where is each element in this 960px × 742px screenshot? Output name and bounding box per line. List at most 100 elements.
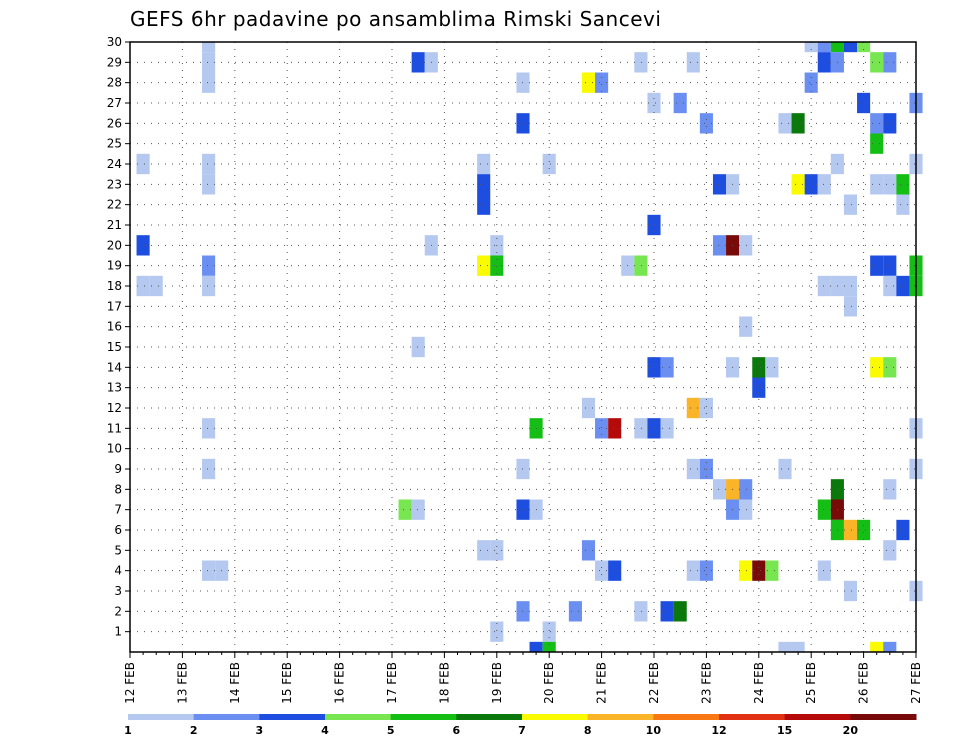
precip-cell <box>739 560 753 581</box>
y-tick-label: 3 <box>114 584 122 598</box>
precip-cell <box>568 601 582 622</box>
legend-swatch <box>456 714 523 720</box>
precip-cell <box>843 580 858 602</box>
precip-cell <box>673 601 687 622</box>
legend-swatch <box>522 714 589 720</box>
precip-cell <box>739 479 753 500</box>
precip-cell <box>712 479 727 500</box>
precip-cell <box>712 174 727 195</box>
precip-cell <box>870 113 884 134</box>
legend-label: 4 <box>321 724 329 737</box>
x-tick-label: 14 FEB <box>228 662 242 704</box>
precip-cell <box>595 560 609 581</box>
legend-swatch <box>390 714 457 720</box>
precip-cell <box>870 255 884 276</box>
precip-cell <box>660 418 674 439</box>
precip-cell <box>778 458 792 480</box>
precip-cell <box>411 52 425 73</box>
x-tick-label: 20 FEB <box>542 662 556 704</box>
precip-cell <box>883 479 897 500</box>
precip-cell <box>136 153 150 175</box>
precip-cell <box>699 397 713 419</box>
y-tick-label: 8 <box>114 482 122 496</box>
precip-cell <box>686 458 700 480</box>
precip-cell <box>202 458 216 480</box>
x-tick-label: 13 FEB <box>175 662 189 704</box>
y-tick-label: 28 <box>107 76 122 90</box>
legend-label: 15 <box>777 724 792 737</box>
y-tick-label: 11 <box>107 421 122 435</box>
precip-cell <box>883 641 897 652</box>
precip-cell <box>411 499 425 520</box>
y-tick-label: 29 <box>107 55 122 69</box>
precip-cell <box>411 336 425 358</box>
precip-cell <box>804 42 818 53</box>
precip-cell <box>883 52 897 73</box>
y-tick-label: 7 <box>114 503 122 517</box>
precip-cell <box>791 641 805 652</box>
precip-cell <box>883 275 897 297</box>
x-tick-label: 24 FEB <box>752 662 766 704</box>
y-tick-label: 9 <box>114 462 122 476</box>
precip-cell <box>202 174 216 195</box>
legend-label: 20 <box>843 724 859 737</box>
precip-cell <box>581 72 596 93</box>
precip-cell <box>896 519 910 541</box>
precip-cell <box>699 113 713 134</box>
y-tick-label: 19 <box>107 259 122 273</box>
legend-label: 8 <box>584 724 592 737</box>
y-tick-label: 20 <box>107 238 122 252</box>
precip-cell <box>778 113 792 134</box>
legend-swatch <box>587 714 654 720</box>
x-tick-label: 22 FEB <box>647 662 661 704</box>
precip-cell <box>817 42 831 53</box>
y-tick-label: 10 <box>107 442 122 456</box>
legend-swatch <box>259 714 326 720</box>
legend-swatch <box>193 714 260 720</box>
precip-cell <box>817 499 831 520</box>
precip-cell <box>804 174 818 195</box>
precip-cell <box>699 560 713 581</box>
precip-cell <box>765 560 779 581</box>
y-tick-label: 30 <box>107 35 122 49</box>
legend-label: 1 <box>124 724 132 737</box>
precip-cell <box>202 275 216 297</box>
y-tick-label: 12 <box>107 401 122 415</box>
y-axis: 1234567891011121314151617181920212223242… <box>107 35 130 639</box>
precip-cell <box>477 540 491 561</box>
y-tick-label: 5 <box>114 543 122 557</box>
x-tick-label: 17 FEB <box>385 662 399 704</box>
y-tick-label: 15 <box>107 340 122 354</box>
precip-cell <box>149 275 163 297</box>
precip-cell <box>870 641 884 652</box>
precip-cell <box>202 52 216 73</box>
precip-cell <box>660 601 674 622</box>
precip-cell <box>490 621 504 642</box>
precip-cell <box>581 540 596 561</box>
precip-cell <box>581 397 596 419</box>
precip-cell <box>542 153 556 175</box>
precip-cell <box>843 275 858 297</box>
precip-cell <box>686 52 700 73</box>
precip-cell <box>778 641 792 652</box>
precip-cell <box>477 153 491 175</box>
precip-cell <box>857 92 871 114</box>
y-tick-label: 4 <box>114 564 122 578</box>
y-tick-label: 1 <box>114 625 122 639</box>
x-tick-label: 25 FEB <box>804 662 818 704</box>
legend-label: 5 <box>387 724 395 737</box>
precip-cell <box>136 275 150 297</box>
precip-cell <box>202 560 216 581</box>
precip-cell <box>477 194 491 215</box>
precip-cell <box>686 397 700 419</box>
y-tick-label: 18 <box>107 279 122 293</box>
precip-cell <box>791 113 805 134</box>
legend-swatch <box>784 714 851 720</box>
precip-cell <box>490 255 504 276</box>
precip-cell <box>830 42 844 53</box>
x-tick-label: 26 FEB <box>857 662 871 704</box>
legend-label: 6 <box>453 724 461 737</box>
x-axis: 12 FEB 13 FEB 14 FEB 15 FEB 16 FEB 17 FEB 18 F… <box>123 652 923 704</box>
x-tick-label: 12 FEB <box>123 662 137 704</box>
precip-cell <box>660 357 674 378</box>
